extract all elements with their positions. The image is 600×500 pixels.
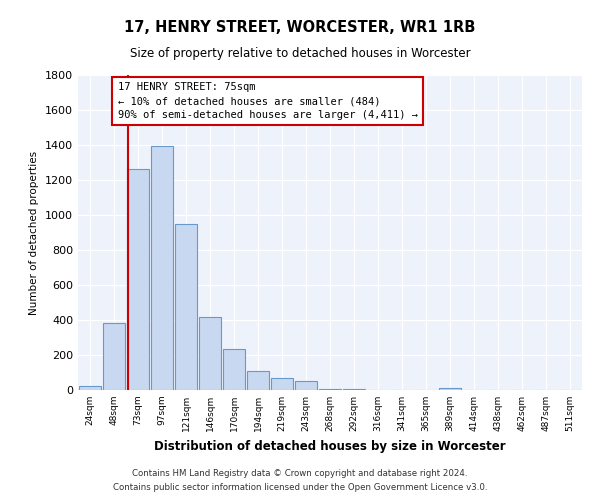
- Bar: [247, 371, 269, 390]
- Bar: [175, 224, 197, 390]
- Text: 17 HENRY STREET: 75sqm
← 10% of detached houses are smaller (484)
90% of semi-de: 17 HENRY STREET: 75sqm ← 10% of detached…: [118, 82, 418, 120]
- Text: Contains public sector information licensed under the Open Government Licence v3: Contains public sector information licen…: [113, 484, 487, 492]
- X-axis label: Distribution of detached houses by size in Worcester: Distribution of detached houses by size …: [154, 440, 506, 452]
- Bar: [199, 318, 221, 390]
- Bar: [127, 168, 149, 390]
- Bar: [271, 378, 293, 390]
- Bar: [343, 389, 365, 390]
- Text: Size of property relative to detached houses in Worcester: Size of property relative to detached ho…: [130, 48, 470, 60]
- Bar: [295, 381, 317, 390]
- Text: Contains HM Land Registry data © Crown copyright and database right 2024.: Contains HM Land Registry data © Crown c…: [132, 468, 468, 477]
- Bar: [151, 146, 173, 390]
- Bar: [223, 349, 245, 390]
- Bar: [319, 389, 341, 390]
- Bar: [439, 388, 461, 390]
- Y-axis label: Number of detached properties: Number of detached properties: [29, 150, 40, 314]
- Bar: [103, 322, 125, 390]
- Bar: [79, 386, 101, 390]
- Text: 17, HENRY STREET, WORCESTER, WR1 1RB: 17, HENRY STREET, WORCESTER, WR1 1RB: [124, 20, 476, 35]
